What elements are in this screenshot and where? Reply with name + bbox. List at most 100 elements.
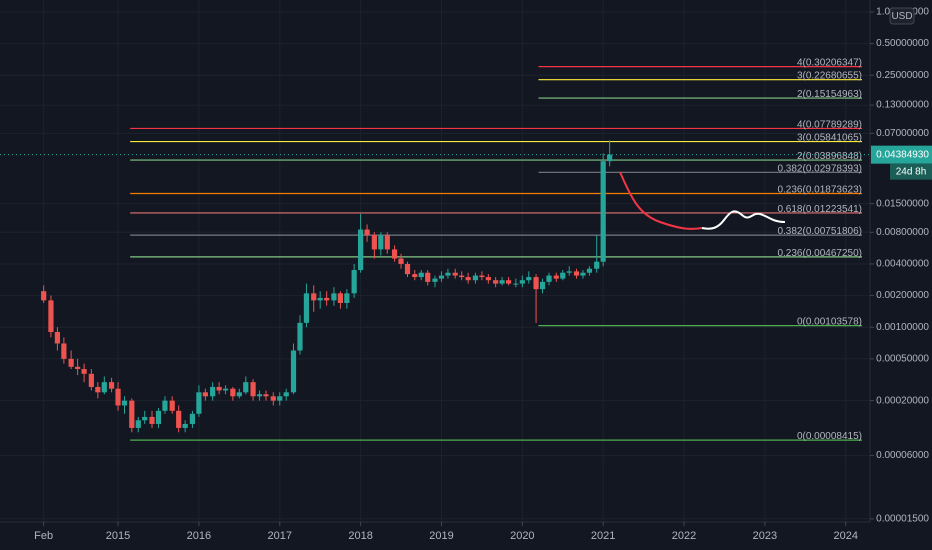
fib-label: 3(0.22680655)	[797, 71, 862, 82]
candle-body	[331, 293, 337, 301]
candle-body	[196, 392, 202, 414]
y-tick-label: 0.00100000	[876, 322, 929, 333]
candle-body	[371, 235, 377, 250]
currency: USD	[891, 11, 912, 22]
candle-body	[351, 270, 357, 294]
fib-label: 2(0.15154963)	[797, 89, 862, 100]
candle-body	[169, 400, 175, 411]
candle-body	[364, 229, 370, 236]
y-tick-label: 0.00020000	[876, 395, 929, 406]
countdown-box	[890, 163, 932, 180]
candle-body	[121, 400, 128, 406]
fib-label: 2(0.03896848)	[797, 151, 862, 162]
x-tick-label: 2019	[429, 530, 453, 542]
candle-body	[61, 343, 67, 359]
x-tick-label: 2022	[672, 530, 696, 542]
y-tick-label: 0.00001500	[876, 513, 929, 524]
candle-body	[513, 283, 519, 285]
candle-body	[48, 300, 54, 333]
candle-body	[142, 416, 148, 421]
projection-drawing	[619, 171, 703, 230]
candle-body	[236, 392, 242, 397]
projection-drawing	[701, 210, 786, 230]
candle-body	[155, 410, 162, 424]
candle-body	[54, 332, 61, 344]
candle-body	[573, 271, 580, 276]
candle-body	[202, 392, 208, 397]
candle-body	[311, 293, 317, 301]
candle-body	[88, 373, 94, 387]
candle-body	[189, 413, 196, 424]
candle-body	[358, 229, 364, 271]
candle-body	[566, 271, 572, 273]
candle-body	[290, 350, 297, 393]
candle-body	[472, 275, 479, 281]
candle-body	[216, 386, 222, 391]
fib-label: 4(0.07789289)	[797, 119, 862, 130]
candle-body	[75, 366, 81, 370]
x-tick-label: 2023	[753, 530, 777, 542]
fib-label: 4(0.30206347)	[797, 58, 862, 69]
y-tick-label: 0.00200000	[876, 290, 929, 301]
candle-body	[317, 297, 323, 301]
y-tick-label: 0.01500000	[876, 198, 929, 209]
currency-badge[interactable]	[889, 7, 915, 25]
current-price-label: 0.04384930	[876, 149, 929, 160]
candle-body	[210, 386, 216, 397]
y-tick-label: 0.13000000	[876, 100, 929, 111]
fib-levels: 4(0.30206347) 3(0.22680655) 2(0.15154963) 4…	[0, 58, 870, 442]
x-tick-label: 2021	[591, 530, 615, 542]
y-tick-label: 0.25000000	[876, 70, 929, 81]
candle-body	[324, 297, 330, 301]
x-tick-label: Feb	[34, 530, 53, 542]
y-tick-label: 0.00400000	[876, 259, 929, 270]
candle-body	[560, 272, 566, 279]
candle-body	[526, 277, 532, 281]
candle-body	[176, 410, 182, 428]
candle-body	[303, 293, 310, 323]
candle-body	[95, 386, 101, 393]
candles	[41, 140, 613, 433]
grid	[0, 0, 870, 522]
x-tick-label: 2024	[834, 530, 858, 542]
candle-body	[586, 268, 593, 273]
candle-body	[263, 394, 269, 397]
fib-label: 0.618(0.01223541)	[777, 204, 862, 215]
candle-body	[243, 382, 249, 393]
candle-body	[445, 272, 451, 276]
candle-body	[256, 394, 263, 397]
x-tick-label: 2016	[187, 530, 211, 542]
candle-body	[607, 154, 613, 162]
y-tick-label: 0.00800000	[876, 227, 929, 238]
candle-body	[438, 275, 445, 279]
x-tick-label: 2015	[106, 530, 130, 542]
candle-body	[297, 322, 303, 351]
candle-body	[41, 291, 47, 301]
candle-body	[539, 281, 546, 290]
candle-body	[499, 280, 505, 284]
candle-body	[553, 275, 559, 279]
candle-body	[505, 280, 512, 284]
candle-body	[162, 400, 168, 411]
candle-body	[600, 161, 606, 262]
x-tick-label: 2017	[268, 530, 292, 542]
y-tick-label: 0.50000000	[876, 38, 929, 49]
candle-body	[81, 369, 87, 374]
candle-body	[277, 396, 283, 401]
candle-body	[378, 235, 384, 250]
candle-body	[270, 396, 276, 401]
candle-body	[452, 272, 458, 276]
countdown-label: 24d 8h	[896, 166, 927, 177]
fib-label: 0.382(0.00751806)	[777, 226, 862, 237]
candle-body	[344, 293, 350, 303]
candle-body	[533, 277, 539, 290]
x-tick-label: 2020	[510, 530, 534, 542]
candle-body	[391, 249, 398, 259]
x-tick-label: 2018	[348, 530, 372, 542]
current-price-box	[871, 145, 932, 164]
candle-body	[425, 272, 431, 282]
candle-body	[222, 388, 229, 391]
